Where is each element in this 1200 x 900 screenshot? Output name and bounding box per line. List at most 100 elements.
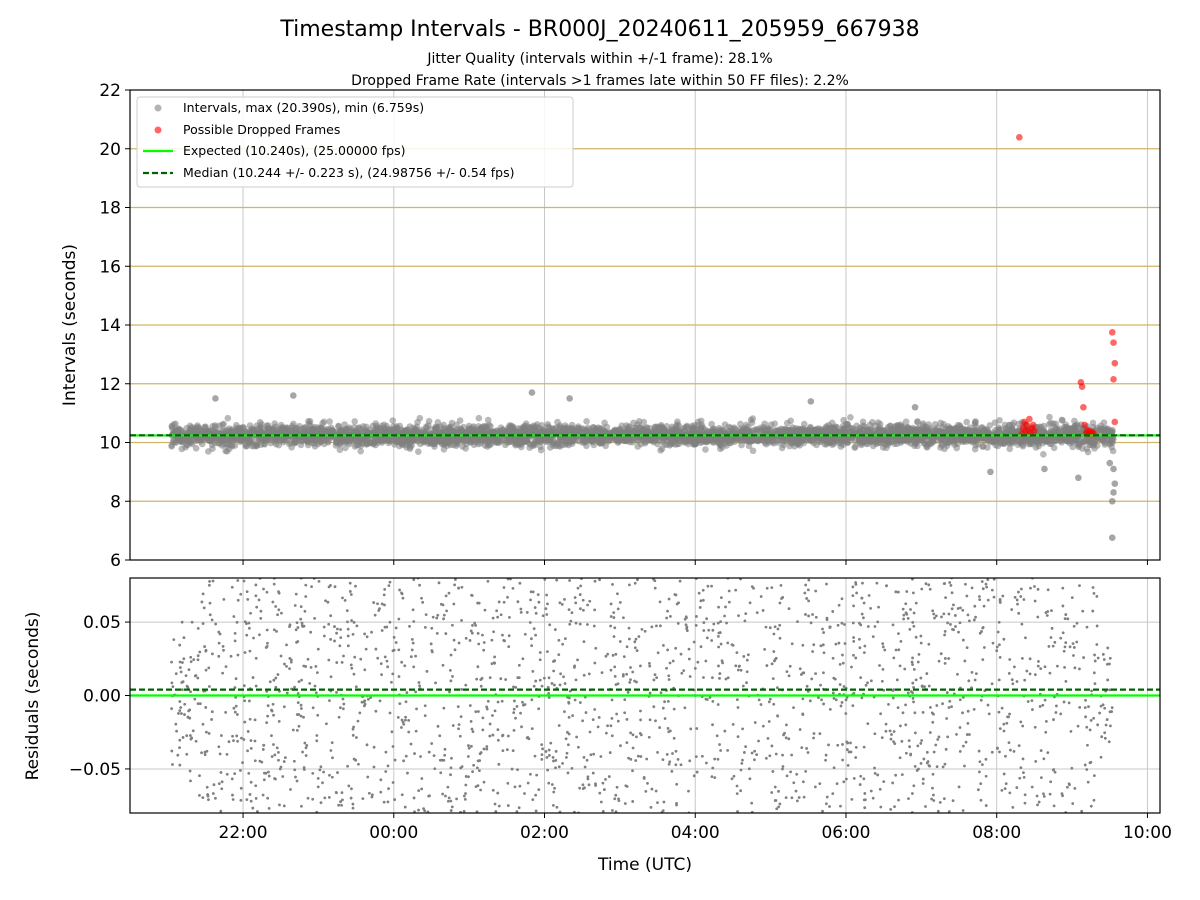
residual-point: [339, 628, 342, 631]
residual-point: [771, 677, 775, 681]
residual-point: [734, 588, 738, 592]
dropped-frame-point: [1108, 329, 1116, 336]
residual-point: [232, 615, 236, 618]
residual-point: [363, 632, 367, 636]
interval-point: [253, 442, 260, 449]
residual-point: [618, 600, 622, 604]
residual-point: [717, 664, 720, 668]
residual-point: [294, 628, 298, 632]
residual-point: [346, 627, 350, 631]
residual-point: [588, 730, 592, 734]
residual-point: [346, 764, 350, 768]
residual-point: [851, 621, 855, 625]
residual-point: [394, 641, 398, 644]
residual-point: [214, 622, 218, 626]
residual-point: [370, 793, 374, 797]
residual-point: [204, 649, 208, 653]
residual-point: [563, 597, 566, 601]
residual-point: [511, 586, 515, 590]
interval-point: [966, 429, 974, 436]
interval-point: [675, 422, 683, 430]
residual-point: [648, 691, 652, 695]
residual-point: [897, 632, 900, 636]
interval-point: [1063, 437, 1071, 445]
residual-point: [593, 608, 597, 612]
residual-point: [587, 672, 591, 676]
residual-point: [460, 618, 463, 622]
dropped-frame-point: [1111, 418, 1119, 426]
residual-point: [629, 666, 632, 669]
interval-point: [880, 439, 887, 447]
residual-point: [951, 799, 955, 803]
residual-point: [866, 625, 870, 628]
residual-point: [978, 770, 981, 774]
interval-point: [991, 419, 999, 427]
residual-point: [798, 728, 802, 731]
residual-point: [757, 739, 760, 743]
residual-point: [243, 651, 247, 654]
residual-point: [947, 612, 951, 616]
residual-point: [355, 736, 358, 739]
residual-point: [398, 588, 401, 592]
residual-point: [941, 765, 945, 769]
residual-point: [862, 745, 866, 749]
interval-point: [539, 426, 546, 434]
residual-point: [717, 645, 720, 649]
residual-point: [408, 624, 411, 628]
residual-point: [980, 580, 984, 583]
residual-point: [867, 594, 871, 597]
residual-point: [706, 584, 710, 588]
residual-point: [412, 665, 416, 669]
y-tick-label: 22: [99, 81, 121, 101]
residual-point: [748, 601, 752, 605]
interval-point: [912, 436, 920, 443]
interval-point: [414, 448, 422, 455]
residual-point: [342, 702, 346, 706]
interval-point: [931, 421, 939, 428]
residual-point: [497, 762, 501, 766]
interval-point: [640, 418, 648, 426]
residual-point: [719, 620, 723, 624]
residual-point: [1046, 751, 1050, 755]
residual-point: [208, 580, 211, 583]
residual-point: [892, 656, 896, 660]
residual-point: [711, 766, 715, 770]
interval-point: [437, 423, 444, 431]
residual-point: [1099, 755, 1103, 759]
residual-point: [803, 591, 807, 595]
residual-point: [230, 585, 234, 589]
interval-point: [601, 419, 608, 427]
residual-point: [1033, 599, 1037, 603]
residual-point: [670, 769, 674, 773]
residual-point: [910, 792, 914, 795]
interval-point: [320, 418, 328, 426]
residual-point: [451, 724, 455, 727]
residual-point: [940, 615, 943, 619]
interval-point: [457, 425, 465, 432]
residual-point: [349, 796, 353, 800]
residual-point: [674, 646, 678, 650]
residual-point: [583, 765, 587, 769]
residual-point: [977, 595, 981, 598]
residual-point: [818, 782, 822, 786]
residual-point: [1063, 617, 1067, 621]
residual-point: [261, 793, 265, 797]
interval-point: [493, 438, 501, 446]
residual-point: [430, 742, 434, 745]
interval-point: [554, 418, 561, 426]
residual-point: [997, 678, 1001, 682]
interval-point: [1006, 445, 1014, 453]
residual-point: [863, 644, 867, 648]
residual-point: [1037, 800, 1041, 804]
residual-point: [763, 648, 767, 651]
residual-point: [677, 601, 680, 605]
residual-point: [768, 754, 772, 758]
residual-point: [533, 754, 537, 758]
residual-point: [747, 767, 751, 771]
residual-point: [948, 581, 952, 584]
residual-point: [626, 690, 630, 694]
residual-point: [430, 626, 434, 630]
residual-point: [1009, 748, 1012, 752]
residual-point: [862, 777, 866, 781]
